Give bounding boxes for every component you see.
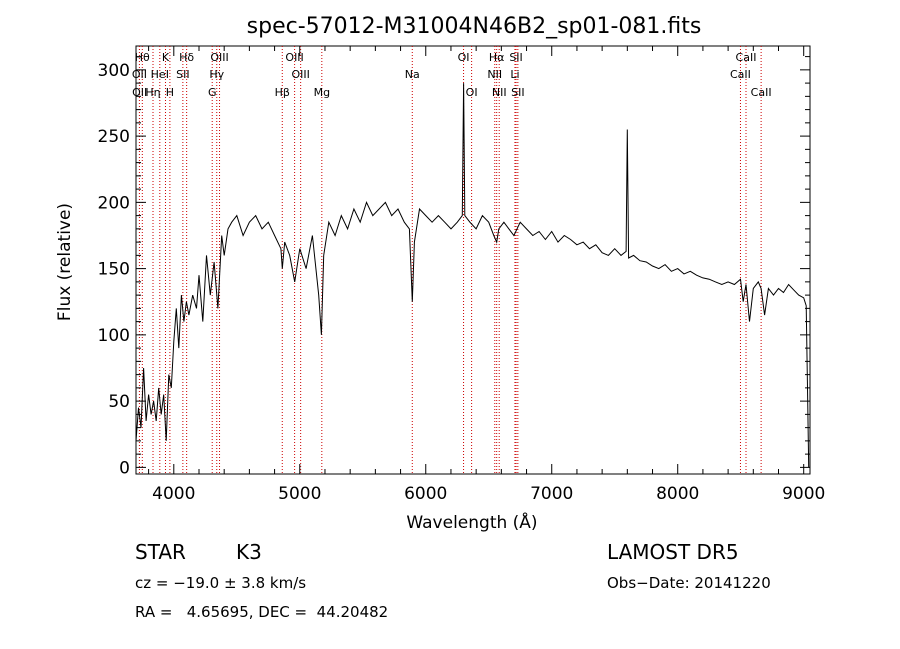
line-label-27: CaII <box>751 86 772 99</box>
line-label-24: OI <box>466 86 478 99</box>
y-tick-label-6: 300 <box>98 61 130 81</box>
line-label-9: OII <box>132 68 147 81</box>
line-label-2: Hδ <box>179 51 194 64</box>
object-class: STAR <box>135 540 186 564</box>
line-label-25: NII <box>492 86 507 99</box>
x-tick-label-4: 8000 <box>656 484 699 504</box>
y-tick-label-1: 50 <box>108 392 130 412</box>
object-subclass: K3 <box>236 540 262 564</box>
line-label-18: OII <box>132 86 147 99</box>
line-label-23: Mg <box>314 86 330 99</box>
spectrum-line <box>135 83 810 468</box>
x-axis-ticks: 4000 5000 6000 7000 8000 9000 <box>148 46 825 504</box>
y-axis-ticks: 0 50 100 150 200 250 300 <box>98 56 810 478</box>
line-label-14: Na <box>405 68 420 81</box>
x-tick-label-1: 5000 <box>278 484 321 504</box>
line-label-16: Li <box>510 68 519 81</box>
line-label-22: Hβ <box>275 86 290 99</box>
line-label-15: NII <box>487 68 502 81</box>
y-tick-label-3: 150 <box>98 260 130 280</box>
line-label-10: HeI <box>151 68 169 81</box>
y-tick-label-2: 100 <box>98 326 130 346</box>
y-tick-label-0: 0 <box>119 458 130 478</box>
redshift-cz: cz = −19.0 ± 3.8 km/s <box>135 574 307 592</box>
line-label-3: OIII <box>210 51 228 64</box>
y-tick-label-5: 250 <box>98 127 130 147</box>
line-markers <box>138 46 762 474</box>
line-labels: Hθ K Hδ OIII OIII OI Hα SII CaII OII HeI SII Hγ OIII N… <box>132 51 772 99</box>
line-label-21: G <box>208 86 217 99</box>
line-label-11: SII <box>176 68 189 81</box>
line-label-6: Hα <box>489 51 505 64</box>
x-tick-label-3: 7000 <box>530 484 573 504</box>
line-label-12: Hγ <box>209 68 224 81</box>
line-label-17: CaII <box>730 68 751 81</box>
line-label-26: SII <box>511 86 524 99</box>
line-label-0: Hθ <box>135 51 150 64</box>
y-tick-label-4: 200 <box>98 193 130 213</box>
line-label-5: OI <box>458 51 470 64</box>
x-axis-label: Wavelength (Å) <box>406 511 537 533</box>
line-label-20: H <box>166 86 174 99</box>
x-tick-label-0: 4000 <box>152 484 195 504</box>
x-tick-label-5: 9000 <box>782 484 825 504</box>
line-label-7: SII <box>509 51 522 64</box>
plot-frame <box>135 45 811 475</box>
survey-name: LAMOST DR5 <box>607 540 739 564</box>
line-label-1: K <box>162 51 170 64</box>
line-label-19: Hη <box>145 86 160 99</box>
x-tick-label-2: 6000 <box>404 484 447 504</box>
line-label-13: OIII <box>291 68 309 81</box>
line-label-4: OIII <box>285 51 303 64</box>
coordinates: RA = 4.65695, DEC = 44.20482 <box>135 603 389 621</box>
chart-title: spec-57012-M31004N46B2_sp01-081.fits <box>247 14 702 39</box>
y-axis-label: Flux (relative) <box>55 203 75 321</box>
obs-date: Obs−Date: 20141220 <box>607 574 771 592</box>
line-label-8: CaII <box>736 51 757 64</box>
